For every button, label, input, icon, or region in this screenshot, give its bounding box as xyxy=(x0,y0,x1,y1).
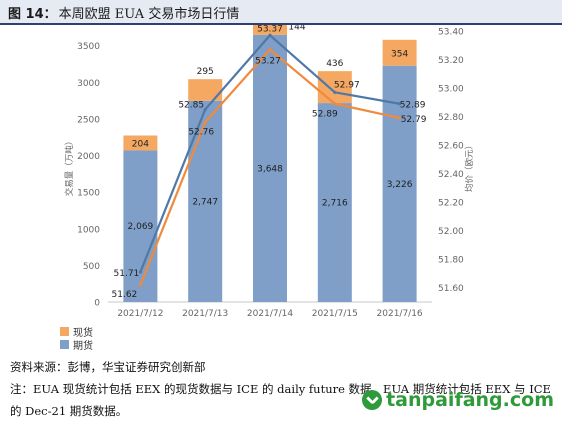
line2-label: 52.89 xyxy=(312,110,338,120)
y-tick-label: 1000 xyxy=(77,225,100,235)
legend-item-futures: 期货 xyxy=(60,338,93,352)
bar-spot-label: 204 xyxy=(132,139,149,149)
line-series-2-point xyxy=(138,283,142,287)
y-tick-label: 1500 xyxy=(77,189,100,199)
y2-tick-label: 53.20 xyxy=(438,56,464,66)
legend-item-spot: 现货 xyxy=(60,325,93,339)
line-series-2-point xyxy=(333,102,337,106)
bar-futures-label: 2,069 xyxy=(128,222,154,232)
x-tick-label: 2021/7/15 xyxy=(312,309,358,319)
y2-tick-label: 52.20 xyxy=(438,199,464,209)
legend-label-futures: 期货 xyxy=(73,341,93,352)
leaf-logo-icon xyxy=(362,390,383,410)
legend-swatch-futures xyxy=(60,340,69,349)
bar-futures-label: 3,648 xyxy=(257,164,283,174)
y-tick-label: 2500 xyxy=(77,115,100,125)
footnote: 注：EUA 现货统计包括 EEX 的现货数据与 ICE 的 daily futu… xyxy=(10,382,551,418)
y-tick-label: 3500 xyxy=(77,42,100,52)
x-tick-label: 2021/7/16 xyxy=(377,309,423,319)
line2-label: 51.62 xyxy=(112,290,138,300)
watermark: tanpaifang.com xyxy=(362,389,554,411)
y2-tick-label: 52.00 xyxy=(438,227,464,237)
bar-futures xyxy=(317,103,352,302)
bar-futures-label: 3,226 xyxy=(387,180,413,190)
y2-tick-label: 51.60 xyxy=(438,284,464,294)
line1-label: 52.89 xyxy=(400,101,426,111)
bar-spot xyxy=(123,135,158,151)
line-series-1-point xyxy=(398,102,402,106)
line-series-1-point xyxy=(203,107,207,112)
line1-label: 53.37 xyxy=(257,25,283,34)
bar-spot-label: 436 xyxy=(326,59,343,69)
line2-label: 53.27 xyxy=(255,57,281,67)
bar-futures xyxy=(123,150,158,302)
line1-label: 52.85 xyxy=(178,100,204,110)
bar-spot-label: 144 xyxy=(288,25,305,32)
line-series-2-point xyxy=(268,47,272,52)
bar-spot-label: 295 xyxy=(197,67,214,77)
bar-futures xyxy=(253,34,287,302)
y2-tick-label: 52.40 xyxy=(438,170,464,180)
source-note: 资料来源：彭博，华宝证券研究创新部 xyxy=(10,360,206,374)
line2-label: 52.79 xyxy=(401,115,427,125)
y-tick-label: 3000 xyxy=(77,79,100,89)
line1-label: 52.97 xyxy=(334,80,360,90)
y2-tick-label: 53.40 xyxy=(438,28,464,38)
y2-tick-label: 51.80 xyxy=(438,256,464,266)
legend-label-spot: 现货 xyxy=(73,328,93,339)
y2-axis-title: 均价（欧元） xyxy=(464,141,475,192)
line-series-1-point xyxy=(268,33,272,37)
figure-label: 图 14： xyxy=(8,7,57,22)
y2-tick-label: 52.60 xyxy=(438,142,464,152)
line-series-1-point xyxy=(138,270,142,274)
line-series-2-point xyxy=(398,116,402,120)
bar-futures-label: 2,747 xyxy=(192,197,218,207)
x-tick-label: 2021/7/14 xyxy=(247,309,293,319)
y2-tick-label: 53.00 xyxy=(438,85,464,95)
bar-spot xyxy=(317,71,352,104)
y-axis-title: 交易量（万吨） xyxy=(64,137,75,197)
y2-tick-label: 52.80 xyxy=(438,113,464,123)
chart-title: 本周欧盟 EUA 交易市场日行情 xyxy=(58,7,240,22)
line-series-2-point xyxy=(203,120,207,124)
x-tick-label: 2021/7/12 xyxy=(117,309,163,319)
notes-section: 资料来源：彭博，华宝证券研究创新部 注：EUA 现货统计包括 EEX 的现货数据… xyxy=(10,356,555,422)
bar-spot xyxy=(253,25,287,35)
x-tick-label: 2021/7/13 xyxy=(182,309,228,319)
chart-legend: 现货 期货 xyxy=(60,325,93,352)
line1-label: 51.71 xyxy=(114,269,140,279)
y-tick-label: 0 xyxy=(94,299,100,309)
y-tick-label: 2000 xyxy=(77,152,100,162)
bar-spot xyxy=(188,79,223,101)
figure-title: 图 14： 本周欧盟 EUA 交易市场日行情 xyxy=(0,0,562,25)
chart-area: 0 500 1000 1500 2000 2500 3000 3500 51.60 51.80 52… xyxy=(64,25,475,319)
line2-label: 52.76 xyxy=(188,127,214,137)
watermark-text: tanpaifang.com xyxy=(386,389,554,411)
bar-spot xyxy=(382,39,417,66)
y-tick-label: 500 xyxy=(83,262,100,272)
line-series-1-point xyxy=(333,90,337,94)
bar-futures-label: 2,716 xyxy=(322,199,348,209)
bar-spot-label: 354 xyxy=(391,49,408,59)
bar-futures xyxy=(188,100,223,302)
legend-swatch-spot xyxy=(60,327,69,336)
